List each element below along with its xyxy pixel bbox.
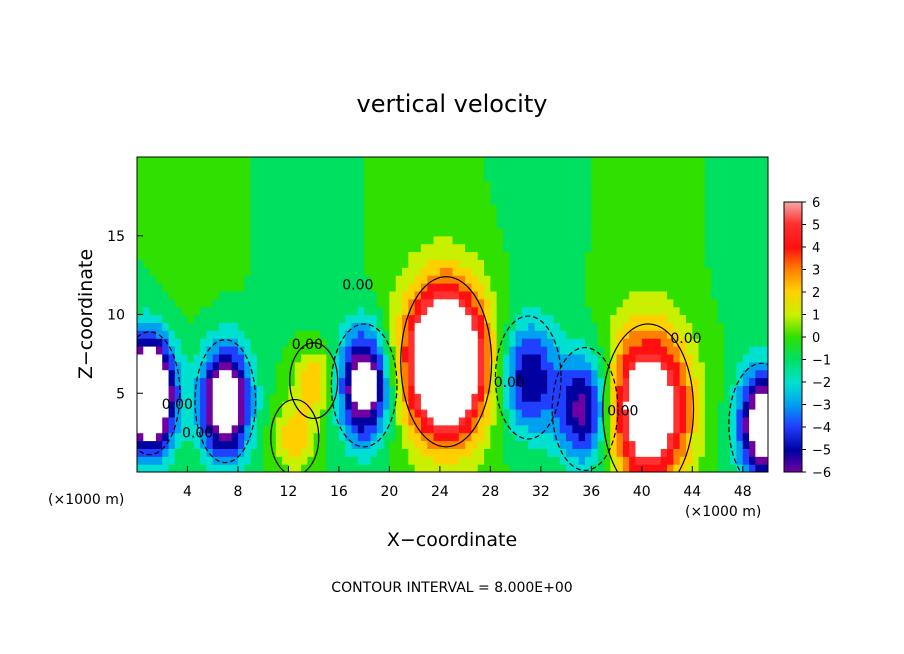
contour-line: [270, 398, 320, 472]
colorbar-tick-label: 5: [812, 219, 820, 234]
x-tick-label: 32: [532, 484, 550, 500]
colorbar-tick-label: −2: [812, 376, 831, 391]
colorbar-tick-label: 0: [812, 331, 820, 346]
contour-lines: [137, 276, 768, 472]
colorbar: [783, 201, 803, 473]
contour-line: [728, 362, 768, 472]
colorbar-tick-label: −1: [812, 354, 831, 369]
x-tick-label: 24: [431, 484, 449, 500]
y-axis-ticks: 5 10 15: [107, 229, 143, 402]
chart-title: vertical velocity: [357, 90, 548, 118]
contour-line: [289, 342, 339, 420]
colorbar-tick-label: 2: [812, 286, 820, 301]
y-tick-label: 15: [107, 229, 125, 245]
x-tick-label: 28: [481, 484, 499, 500]
y-tick-label: 5: [116, 386, 125, 402]
contour-labels: 0.00 0.00 0.00 0.00 0.00 0.00 0.00: [162, 277, 702, 441]
x-tick-label: 12: [280, 484, 298, 500]
field-image: [137, 157, 768, 472]
y-axis-title: Z−coordinate: [75, 249, 97, 379]
colorbar-tick-label: −6: [812, 466, 831, 481]
colorbar-tick-label: 4: [812, 241, 820, 256]
x-axis-title: X−coordinate: [387, 529, 517, 551]
colorbar-tick-label: −4: [812, 421, 831, 436]
contour-label: 0.00: [292, 337, 323, 353]
contour-line: [194, 339, 257, 464]
contour-label: 0.00: [607, 403, 638, 419]
contour-line: [494, 315, 562, 440]
colorbar-tick-label: 3: [812, 264, 820, 279]
contour-line: [551, 346, 619, 472]
colorbar-tick-label: 6: [812, 196, 820, 211]
contour-label: 0.00: [494, 375, 525, 391]
x-left-unit-label: (×1000 m): [48, 492, 124, 508]
x-tick-label: 8: [233, 484, 242, 500]
colorbar-ticks: 6 5 4 3 2 1 0 −1 −2 −3 −4 −5 −6: [802, 196, 831, 481]
contour-label: 0.00: [182, 425, 213, 441]
contour-label: 0.00: [162, 397, 193, 413]
contour-line: [137, 331, 181, 456]
contour-line: [330, 323, 398, 448]
x-right-unit-label: (×1000 m): [685, 504, 761, 520]
contour-line: [400, 276, 493, 448]
colorbar-tick-label: −3: [812, 399, 831, 414]
contour-label: 0.00: [342, 277, 373, 293]
contour-line: [602, 323, 695, 472]
contour-label: 0.00: [670, 331, 701, 347]
contour-interval-note: CONTOUR INTERVAL = 8.000E+00: [331, 580, 572, 596]
x-tick-label: 20: [380, 484, 398, 500]
y-tick-label: 10: [107, 308, 125, 324]
colorbar-tick-label: −5: [812, 444, 831, 459]
x-axis-ticks: 4 8 12 16 20 24 28 32 36 40 44 48: [183, 466, 752, 500]
x-tick-label: 44: [683, 484, 701, 500]
x-tick-label: 4: [183, 484, 192, 500]
x-tick-label: 40: [633, 484, 651, 500]
x-tick-label: 36: [582, 484, 600, 500]
x-tick-label: 48: [734, 484, 752, 500]
x-tick-label: 16: [330, 484, 348, 500]
colorbar-tick-label: 1: [812, 309, 820, 324]
